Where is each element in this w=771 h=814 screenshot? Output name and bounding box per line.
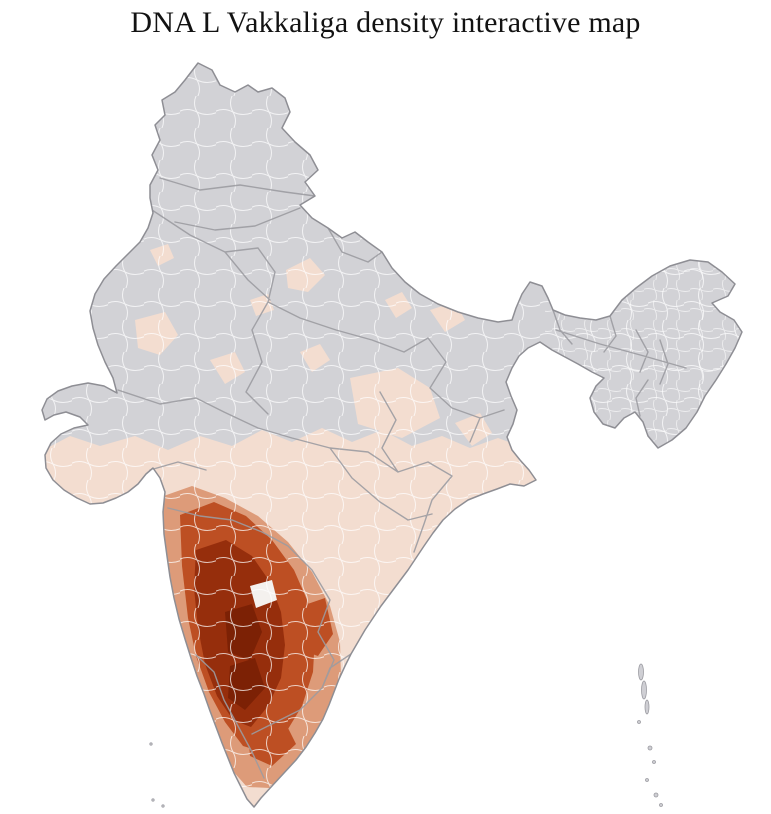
state-borders — [117, 177, 687, 779]
lakshadweep-islands[interactable] — [149, 742, 165, 808]
country-border — [41, 62, 743, 808]
page-title: DNA L Vakkaliga density interactive map — [130, 6, 641, 39]
andaman-nicobar-islands[interactable] — [637, 663, 663, 807]
map-district-metro[interactable] — [526, 444, 544, 468]
